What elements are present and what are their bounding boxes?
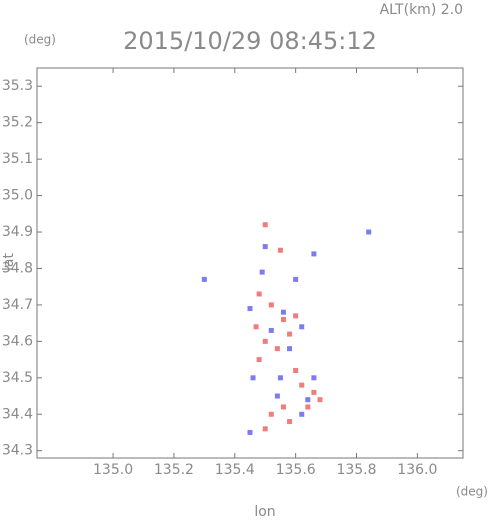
y-axis-label: lat bbox=[1, 253, 17, 271]
data-point bbox=[299, 411, 305, 417]
data-point bbox=[268, 302, 274, 308]
y-tick-label: 34.4 bbox=[2, 406, 33, 422]
data-point bbox=[262, 244, 268, 250]
x-unit: (deg) bbox=[456, 485, 488, 499]
data-point bbox=[299, 324, 305, 330]
data-point bbox=[247, 306, 253, 312]
data-point bbox=[277, 247, 283, 253]
data-point bbox=[280, 309, 286, 315]
y-tick-label: 35.3 bbox=[2, 78, 33, 94]
y-tick-label: 34.8 bbox=[2, 260, 33, 276]
data-point bbox=[287, 331, 293, 337]
data-point bbox=[317, 397, 323, 403]
data-point bbox=[299, 382, 305, 388]
y-tick-label: 35.2 bbox=[2, 115, 33, 131]
x-tick-label: 135.8 bbox=[336, 462, 376, 478]
data-point bbox=[253, 324, 259, 330]
y-tick-label: 35.0 bbox=[2, 188, 33, 204]
data-point bbox=[247, 429, 253, 435]
data-point bbox=[268, 327, 274, 333]
data-point bbox=[277, 375, 283, 381]
y-tick-label: 34.7 bbox=[2, 297, 33, 313]
data-point bbox=[293, 368, 299, 374]
y-tick-label: 35.1 bbox=[2, 151, 33, 167]
x-tick-label: 135.6 bbox=[276, 462, 316, 478]
y-tick-label: 34.3 bbox=[2, 443, 33, 459]
x-tick-label: 136.0 bbox=[397, 462, 437, 478]
x-tick-label: 135.2 bbox=[154, 462, 194, 478]
y-tick-label: 34.5 bbox=[2, 370, 33, 386]
data-point bbox=[311, 375, 317, 381]
data-point bbox=[293, 276, 299, 282]
data-point bbox=[262, 222, 268, 228]
data-point bbox=[366, 229, 372, 235]
x-tick-label: 135.4 bbox=[215, 462, 255, 478]
data-point bbox=[280, 316, 286, 322]
data-point bbox=[259, 269, 265, 275]
data-point bbox=[274, 346, 280, 352]
data-point bbox=[256, 291, 262, 297]
plot-frame bbox=[36, 67, 464, 459]
y-unit: (deg) bbox=[24, 33, 56, 47]
data-point bbox=[201, 276, 207, 282]
chart-title: 2015/10/29 08:45:12 bbox=[123, 27, 377, 55]
data-point bbox=[311, 251, 317, 257]
data-point bbox=[311, 389, 317, 395]
x-tick-label: 135.0 bbox=[93, 462, 133, 478]
data-point bbox=[287, 419, 293, 425]
data-point bbox=[262, 338, 268, 344]
y-tick-label: 34.6 bbox=[2, 333, 33, 349]
data-point bbox=[305, 397, 311, 403]
data-point bbox=[268, 411, 274, 417]
data-point bbox=[280, 404, 286, 410]
y-tick-label: 34.9 bbox=[2, 224, 33, 240]
data-point bbox=[250, 375, 256, 381]
data-point bbox=[293, 313, 299, 319]
data-point bbox=[274, 393, 280, 399]
x-axis-label: lon bbox=[254, 504, 275, 520]
subtitle: ALT(km) 2.0 bbox=[380, 2, 463, 18]
data-point bbox=[305, 404, 311, 410]
data-point bbox=[287, 346, 293, 352]
data-point bbox=[262, 426, 268, 432]
data-point bbox=[256, 357, 262, 363]
